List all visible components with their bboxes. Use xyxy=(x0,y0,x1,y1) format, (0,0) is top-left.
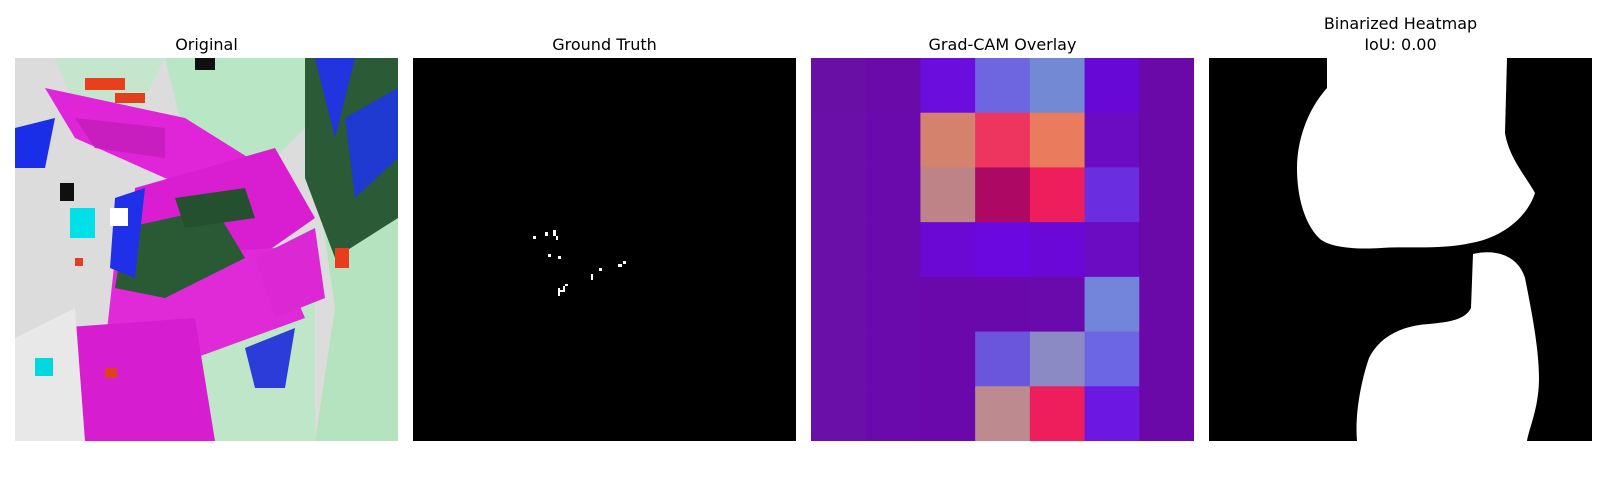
heatmap-cell xyxy=(1029,276,1086,333)
binarized-mask xyxy=(1209,58,1592,441)
heatmap-cell xyxy=(1084,276,1140,333)
heatmap-cell xyxy=(920,58,976,114)
heatmap-cell xyxy=(1139,222,1194,278)
panel-binarized-heatmap: Binarized Heatmap IoU: 0.00 xyxy=(1209,0,1592,500)
heatmap-cell xyxy=(920,167,976,223)
heatmap-cell xyxy=(975,222,1031,278)
heatmap-cell xyxy=(920,222,976,278)
heatmap-cell xyxy=(1084,58,1140,114)
heatmap-cell xyxy=(1139,112,1194,169)
panel-gradcam-overlay: Grad-CAM Overlay xyxy=(811,0,1194,500)
heatmap-cell xyxy=(1029,331,1086,387)
heatmap-cell xyxy=(811,276,867,333)
panel-title: Binarized Heatmap xyxy=(1323,14,1478,33)
heatmap-cell xyxy=(811,58,867,114)
heatmap-cell xyxy=(1084,222,1140,278)
heatmap-cell xyxy=(865,386,922,441)
heatmap-cell xyxy=(865,331,922,387)
panel-title: Ground Truth xyxy=(552,35,657,54)
heatmap-cell xyxy=(920,331,976,387)
heatmap-cell xyxy=(920,112,976,169)
heatmap-cell xyxy=(1139,331,1194,387)
heatmap-cell xyxy=(1139,167,1194,223)
panel-ground-truth: Ground Truth xyxy=(413,0,796,500)
heatmap-cell xyxy=(1139,386,1194,441)
heatmap-cell xyxy=(1029,386,1086,441)
heatmap-cell xyxy=(975,276,1031,333)
heatmap-cell xyxy=(865,276,922,333)
heatmap-cell xyxy=(920,386,976,441)
heatmap-cell xyxy=(811,222,867,278)
heatmap-cell xyxy=(811,112,867,169)
heatmap-cell xyxy=(865,112,922,169)
heatmap-cell xyxy=(1084,386,1140,441)
heatmap-cell xyxy=(1029,167,1086,223)
heatmap-cell xyxy=(865,222,922,278)
original-image xyxy=(15,58,398,441)
heatmap-cell xyxy=(1139,58,1194,114)
heatmap-cell xyxy=(811,331,867,387)
heatmap-cell xyxy=(1139,276,1194,333)
heatmap-cell xyxy=(1029,58,1086,114)
heatmap-cell xyxy=(1084,112,1140,169)
heatmap-cell xyxy=(1084,167,1140,223)
heatmap-cell xyxy=(975,112,1031,169)
heatmap-cell xyxy=(811,386,867,441)
heatmap-cell xyxy=(811,167,867,223)
heatmap-cell xyxy=(975,386,1031,441)
panel-title: Original xyxy=(175,35,238,54)
heatmap-cell xyxy=(920,276,976,333)
panel-title: Grad-CAM Overlay xyxy=(928,35,1077,54)
heatmap-cell xyxy=(975,58,1031,114)
iou-label: IoU: 0.00 xyxy=(1364,35,1437,54)
gradcam-heatmap xyxy=(811,58,1194,441)
heatmap-cell xyxy=(975,331,1031,387)
heatmap-cell xyxy=(1029,222,1086,278)
heatmap-cell xyxy=(865,167,922,223)
heatmap-cell xyxy=(1084,331,1140,387)
heatmap-cell xyxy=(1029,112,1086,169)
heatmap-cell xyxy=(975,167,1031,223)
heatmap-cell xyxy=(865,58,922,114)
ground-truth-mask xyxy=(413,58,796,441)
panel-original: Original xyxy=(15,0,398,500)
